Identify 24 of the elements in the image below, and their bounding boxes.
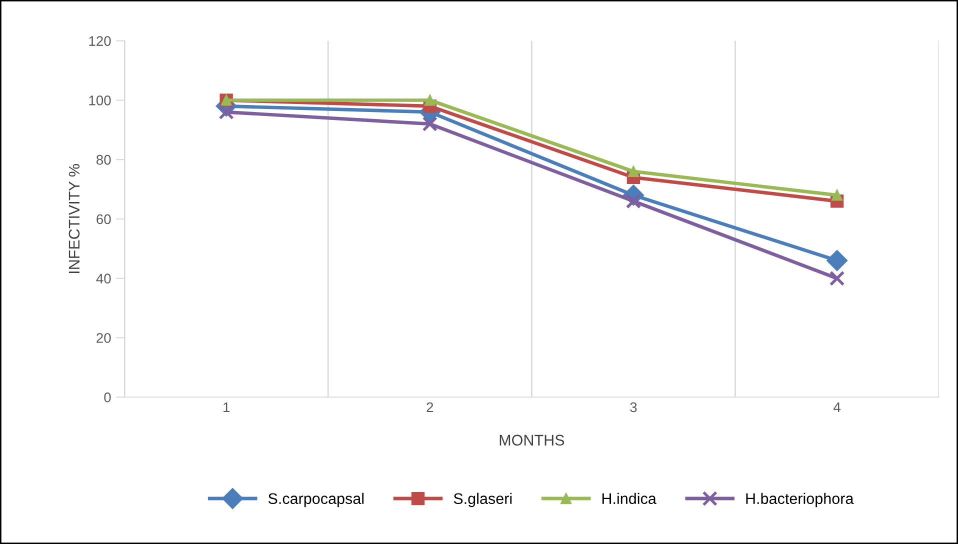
x-tick-label: 3 xyxy=(630,402,637,412)
legend-label: H.bacteriophora xyxy=(746,492,854,508)
x-tick-label: 4 xyxy=(834,402,841,412)
y-tick-label: 20 xyxy=(96,333,111,343)
point xyxy=(218,104,234,120)
legend-label: S.carpocapsal xyxy=(268,492,364,508)
point xyxy=(831,190,843,201)
point xyxy=(628,166,640,178)
point xyxy=(422,116,438,132)
x-axis-title: MONTHS xyxy=(500,434,564,446)
y-tick-label: 120 xyxy=(89,36,111,46)
y-tick-label: 80 xyxy=(96,154,111,165)
x-tick-label: 1 xyxy=(224,402,230,412)
y-tick-label: 60 xyxy=(96,214,111,224)
x-tick-label: 2 xyxy=(426,402,434,412)
point xyxy=(829,270,845,286)
legend-label: S.glaseri xyxy=(454,492,512,508)
y-tick-label: 0 xyxy=(104,392,111,402)
y-axis-title: INFECTIVITY % xyxy=(68,164,80,274)
y-tick-label: 40 xyxy=(96,274,111,284)
point xyxy=(826,250,848,272)
legend-label: H.indica xyxy=(602,492,656,504)
point xyxy=(424,94,436,106)
y-tick-label: 100 xyxy=(89,96,111,106)
